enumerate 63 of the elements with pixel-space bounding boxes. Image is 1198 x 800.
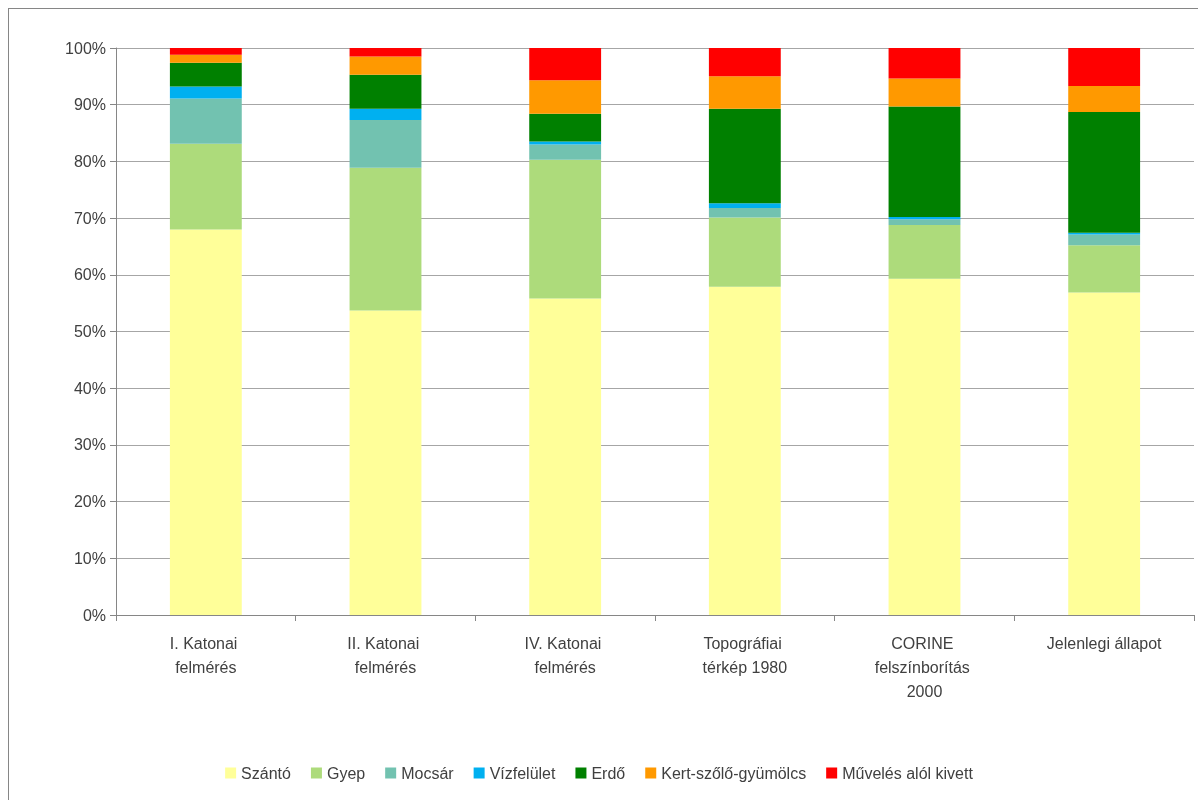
bar: [888, 106, 961, 217]
y-tick-label: 20%: [73, 493, 106, 511]
bar: [529, 48, 602, 81]
bar: [708, 286, 781, 615]
bar: [1068, 48, 1141, 86]
y-tick-label: 80%: [73, 152, 106, 170]
bar: [349, 120, 422, 168]
bar: [529, 298, 602, 615]
bar: [349, 74, 422, 109]
y-tick-label: 0%: [82, 606, 106, 624]
bar: [708, 48, 781, 77]
bar: [1068, 112, 1141, 233]
bar: [349, 310, 422, 615]
legend-label: Erdő: [591, 764, 626, 782]
y-tick-label: 70%: [73, 209, 106, 227]
legend-label: Kert-szőlő-gyümölcs: [661, 764, 807, 782]
bar: [169, 229, 242, 615]
y-tick-label: 60%: [73, 266, 106, 284]
bar: [169, 143, 242, 230]
bar: [529, 80, 602, 114]
bar: [888, 48, 961, 79]
bar: [1068, 85, 1141, 113]
bar: [349, 48, 422, 57]
bar: [349, 167, 422, 311]
bar: [349, 108, 422, 121]
y-tick-label: 90%: [73, 96, 106, 114]
bar: [708, 108, 781, 204]
bar: [349, 56, 422, 75]
bar: [169, 62, 242, 87]
legend-label: Vízfelület: [489, 764, 556, 782]
x-tick-label: II. Katonai felmérés: [347, 634, 424, 676]
x-tick-label: IV. Katonai felmérés: [524, 634, 606, 676]
legend-label: Gyep: [326, 764, 366, 782]
y-tick-label: 30%: [73, 436, 106, 454]
bar: [169, 98, 242, 144]
bar: [169, 48, 242, 55]
y-tick-label: 100%: [65, 39, 106, 57]
bar: [708, 217, 781, 287]
bar: [888, 224, 961, 279]
bar: [708, 203, 781, 208]
bar: [1068, 245, 1141, 293]
bar: [169, 86, 242, 99]
x-tick-label: Topográfiai térkép 1980: [702, 634, 788, 676]
bar: [888, 78, 961, 107]
x-tick-label: Jelenlegi állapot: [1046, 634, 1163, 652]
y-tick-label: 40%: [73, 379, 106, 397]
legend-label: Művelés alól kivett: [842, 764, 974, 782]
y-tick-label: 50%: [73, 323, 106, 340]
bar: [1068, 292, 1141, 615]
bar: [529, 144, 602, 160]
x-tick-label: CORINE felszínborítás 2000: [874, 634, 975, 700]
bar: [708, 207, 781, 218]
bar: [888, 278, 961, 615]
bar: [1068, 234, 1141, 246]
bar: [708, 76, 781, 109]
legend-label: Szántó: [241, 764, 292, 782]
bar: [529, 113, 602, 142]
bar: [169, 54, 242, 63]
bar: [888, 219, 961, 225]
x-tick-label: I. Katonai felmérés: [169, 634, 242, 676]
y-tick-label: 10%: [73, 549, 106, 567]
bar: [529, 159, 602, 299]
legend-label: Mocsár: [401, 764, 455, 782]
